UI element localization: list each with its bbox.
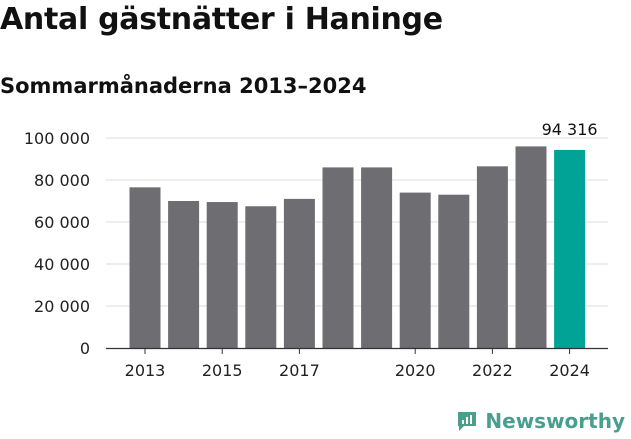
bar-2024	[554, 149, 586, 348]
bar-2014	[168, 201, 200, 348]
bar-2018	[322, 167, 354, 348]
y-tick-label: 60 000	[34, 213, 90, 232]
y-tick-label: 20 000	[34, 297, 90, 316]
y-tick-label: 0	[80, 339, 90, 358]
chart-subtitle: Sommarmånaderna 2013–2024	[0, 74, 367, 98]
bar-2015	[206, 202, 238, 348]
x-tick-label: 2024	[549, 361, 590, 380]
bar-2020	[399, 192, 431, 348]
bar-2023	[515, 146, 547, 348]
x-tick-label: 2013	[125, 361, 166, 380]
y-tick-label: 80 000	[34, 171, 90, 190]
x-tick-label: 2020	[395, 361, 436, 380]
x-tick-label: 2022	[472, 361, 513, 380]
bar-2019	[361, 167, 393, 348]
y-tick-label: 40 000	[34, 255, 90, 274]
bar-2016	[245, 206, 277, 348]
bar-2017	[283, 198, 315, 348]
chart-title: Antal gästnätter i Haninge	[0, 2, 443, 37]
newsworthy-logo-icon	[458, 412, 477, 431]
x-tick-label: 2017	[279, 361, 320, 380]
bar-2022	[476, 166, 508, 348]
bar-2013	[129, 187, 161, 348]
newsworthy-logo-text: Newsworthy	[485, 409, 625, 433]
bar-2021	[438, 194, 470, 348]
data-label-2024: 94 316	[542, 120, 598, 139]
newsworthy-logo: Newsworthy	[455, 409, 625, 433]
x-tick-label: 2015	[202, 361, 243, 380]
y-tick-label: 100 000	[24, 129, 90, 148]
